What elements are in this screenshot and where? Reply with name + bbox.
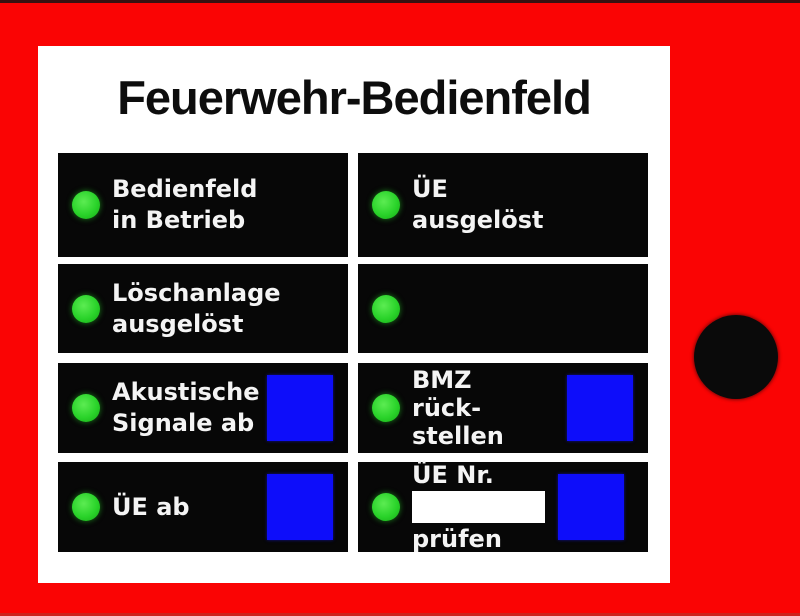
ue-number-field[interactable] [412,491,545,523]
tile-label-line: prüfen [412,525,502,553]
green-led-icon [372,493,400,521]
green-led-icon [72,294,100,323]
green-led-icon [372,394,400,422]
row-4: ÜE ab ÜE Nr. prüfen [58,462,648,552]
tile-label-line: ausgelöst [412,206,544,234]
row-3: Akustische Signale ab BMZ rück- stellen [58,363,648,453]
tile-label-line: ÜE Nr. [412,461,494,489]
tile-label-line: Löschanlage [112,278,281,307]
tile-label-line: ÜE [412,175,448,203]
tile-label-line: Akustische [112,378,260,406]
tile-bmz-rueckstellen: BMZ rück- stellen [358,363,648,453]
tile-label-line: rück- [412,394,482,422]
tile-label-line: stellen [412,422,504,450]
tile-label-line: Bedienfeld [112,175,258,203]
tile-label-line: BMZ [412,366,472,394]
tile-label-line: Signale ab [112,409,255,437]
indicator-grid: Bedienfeld in Betrieb ÜE ausgelöst [58,153,648,552]
green-led-icon [72,191,100,219]
inner-panel: Feuerwehr-Bedienfeld Bedienfeld in Betri… [38,46,670,583]
green-led-icon [372,191,400,219]
tile-akustische-signale-ab: Akustische Signale ab [58,363,348,453]
tile-label-line: ÜE ab [112,492,190,521]
tile-label: Löschanlage ausgelöst [112,278,348,340]
tile-ue-nr-pruefen: ÜE Nr. prüfen [358,462,648,552]
lock-circle [694,315,778,399]
bmz-rueckstellen-button[interactable] [567,375,633,441]
tile-ue-ausgeloest: ÜE ausgelöst [358,153,648,257]
green-led-icon [72,493,100,521]
akustische-signale-ab-button[interactable] [267,375,333,441]
tile-bedienfeld-in-betrieb: Bedienfeld in Betrieb [58,153,348,257]
ue-ab-button[interactable] [267,474,333,540]
tile-label: Akustische Signale ab [112,377,267,439]
tile-blank-indicator [358,264,648,353]
tile-label: ÜE ab [112,492,267,523]
tile-label: ÜE ausgelöst [412,174,648,236]
panel-title: Feuerwehr-Bedienfeld [117,71,592,124]
row-2: Löschanlage ausgelöst [58,264,648,353]
tile-label: ÜE Nr. prüfen [412,462,558,552]
top-edge-line [0,0,800,3]
bottom-edge-line [0,613,800,616]
ue-nr-pruefen-button[interactable] [558,474,624,540]
green-led-icon [72,394,100,422]
tile-loeschanlage-ausgeloest: Löschanlage ausgelöst [58,264,348,353]
row-1: Bedienfeld in Betrieb ÜE ausgelöst [58,153,648,257]
tile-label: BMZ rück- stellen [412,366,567,450]
tile-ue-ab: ÜE ab [58,462,348,552]
green-led-icon [372,294,400,323]
tile-label-line: ausgelöst [112,309,244,338]
tile-label: Bedienfeld in Betrieb [112,174,348,236]
tile-label-line: in Betrieb [112,206,246,234]
